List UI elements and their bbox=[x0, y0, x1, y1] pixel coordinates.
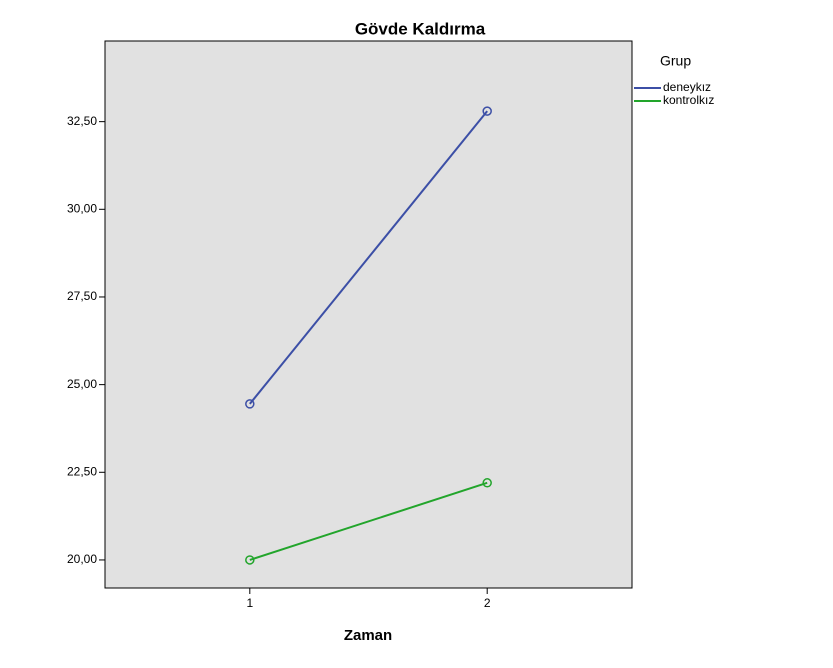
plot-area bbox=[104, 40, 633, 589]
data-point bbox=[482, 478, 492, 488]
x-axis-title: Zaman bbox=[344, 627, 392, 644]
data-point bbox=[482, 106, 492, 116]
data-point bbox=[245, 555, 255, 565]
series-line bbox=[249, 110, 488, 405]
legend-title: Grup bbox=[660, 53, 691, 69]
x-tick-label: 2 bbox=[484, 596, 491, 610]
y-tick-label: 30,00 bbox=[67, 201, 97, 215]
y-tick-label: 27,50 bbox=[67, 289, 97, 303]
legend-label: deneykız bbox=[663, 80, 711, 94]
x-tick-label: 1 bbox=[246, 596, 253, 610]
y-tick-label: 22,50 bbox=[67, 464, 97, 478]
y-tick-label: 20,00 bbox=[67, 552, 97, 566]
data-point bbox=[245, 399, 255, 409]
y-tick-label: 32,50 bbox=[67, 114, 97, 128]
chart-title: Gövde Kaldırma bbox=[355, 19, 486, 38]
series-line bbox=[249, 481, 488, 561]
y-tick-label: 25,00 bbox=[67, 377, 97, 391]
legend-label: kontrolkız bbox=[663, 93, 714, 107]
